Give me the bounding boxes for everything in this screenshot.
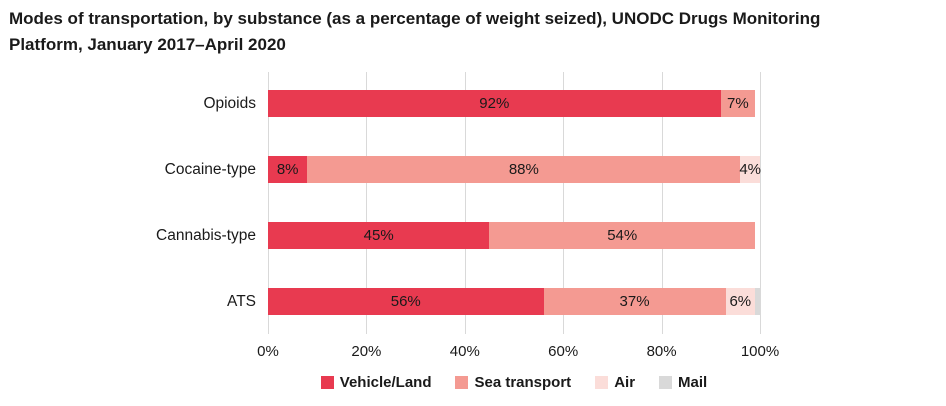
x-tick-label: 20% — [351, 343, 382, 360]
category-label: Opioids — [203, 95, 256, 112]
category-label: Cannabis-type — [156, 227, 256, 244]
bar-segment: 6% — [725, 288, 756, 315]
legend-label: Air — [614, 374, 636, 391]
x-tick-label: 80% — [646, 343, 677, 360]
x-tick-label: 0% — [257, 343, 279, 360]
legend-swatch — [595, 376, 609, 389]
legend-swatch — [320, 376, 334, 389]
bar-row: 8% 88% 4% — [268, 156, 761, 183]
legend-label: Vehicle/Land — [339, 374, 432, 391]
x-tick-label: 60% — [548, 343, 579, 360]
bar-segment: 54% — [489, 222, 756, 249]
bar-segment: 37% — [543, 288, 726, 315]
bar-segment: 92% — [268, 90, 721, 117]
legend-label: Mail — [678, 374, 708, 391]
gridline — [760, 72, 761, 334]
legend-item: Mail — [659, 374, 707, 391]
chart-title-line2: Platform, January 2017–April 2020 — [9, 35, 286, 54]
bar-segment: 45% — [268, 222, 490, 249]
legend-item: Air — [595, 374, 635, 391]
bar-segment: 56% — [268, 288, 544, 315]
bar-row: 45% 54% — [268, 222, 760, 249]
legend: Vehicle/Land Sea transport Air Mail — [268, 374, 760, 391]
bar-segment — [755, 288, 760, 315]
gridline — [268, 72, 269, 334]
category-label: ATS — [227, 293, 256, 310]
legend-item: Sea transport — [455, 374, 571, 391]
gridline — [366, 72, 368, 334]
x-tick-label: 100% — [740, 343, 780, 360]
bar-segment: 7% — [720, 90, 756, 117]
category-label: Cocaine-type — [164, 161, 256, 178]
legend-item: Vehicle/Land — [320, 374, 432, 391]
gridline — [563, 72, 565, 334]
bar-row: 92% 7% — [268, 90, 760, 117]
gridline — [661, 72, 663, 334]
plot-area: 92% 7% 8% 88% 4% 45% 54% 56% 37% 6% — [268, 72, 761, 334]
legend-label: Sea transport — [474, 374, 572, 391]
gridline — [464, 72, 466, 334]
bar-segment: 4% — [739, 156, 761, 183]
bar-segment: 8% — [268, 156, 308, 183]
bar-row: 56% 37% 6% — [268, 288, 760, 315]
legend-swatch — [455, 376, 469, 389]
chart-title-line1: Modes of transportation, by substance (a… — [9, 9, 821, 28]
bar-segment: 88% — [307, 156, 741, 183]
chart-title: Modes of transportation, by substance (a… — [9, 6, 926, 58]
legend-swatch — [659, 376, 673, 389]
x-tick-label: 40% — [449, 343, 480, 360]
